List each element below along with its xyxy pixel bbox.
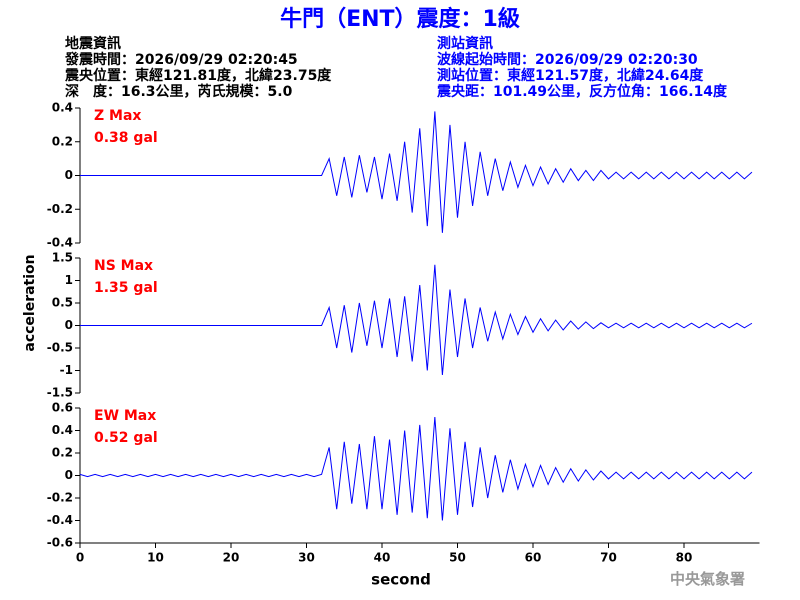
y-tick-label: 1.5 (52, 251, 73, 265)
x-tick-label: 30 (298, 551, 315, 565)
x-axis-label: second (371, 571, 431, 589)
x-tick-label: 10 (147, 551, 164, 565)
x-tick-label: 50 (449, 551, 466, 565)
info-left: 震央位置：東經121.81度，北緯23.75度 (64, 67, 332, 84)
y-tick-label: 0.2 (52, 134, 73, 148)
info-right: 測站位置：東經121.57度，北緯24.64度 (437, 67, 704, 84)
y-tick-label: 0.2 (52, 446, 73, 460)
y-tick-label: 0.4 (52, 101, 73, 115)
panel-label: NS Max (94, 258, 153, 274)
info-right: 波線起始時間：2026/09/29 02:20:30 (437, 51, 698, 68)
y-tick-label: 0.5 (52, 296, 73, 310)
y-tick-label: 0 (65, 168, 73, 182)
y-tick-label: 0.4 (52, 423, 73, 437)
title: 牛門（ENT）震度：1級 (280, 6, 520, 32)
panel-label: 1.35 gal (94, 280, 158, 296)
y-tick-label: -0.6 (47, 536, 73, 550)
x-tick-label: 20 (223, 551, 240, 565)
x-tick-label: 60 (525, 551, 542, 565)
panel-label: 0.52 gal (94, 430, 158, 446)
info-left: 深 度：16.3公里，芮氏規模：5.0 (65, 83, 293, 100)
waveform (80, 111, 753, 233)
panel-label: Z Max (94, 108, 141, 124)
y-tick-label: -0.4 (47, 513, 73, 527)
y-tick-label: -0.2 (47, 491, 73, 505)
info-left: 發震時間：2026/09/29 02:20:45 (64, 51, 298, 68)
y-tick-label: -1.5 (47, 386, 73, 400)
x-tick-label: 40 (374, 551, 391, 565)
watermark: 中央氣象署 (670, 570, 745, 588)
waveform (80, 264, 753, 376)
panel-label: 0.38 gal (94, 130, 158, 146)
panel-label: EW Max (94, 408, 156, 424)
y-tick-label: -0.5 (47, 341, 73, 355)
y-tick-label: 1 (65, 273, 73, 287)
x-tick-label: 80 (676, 551, 693, 565)
info-right: 震央距：101.49公里，反方位角：166.14度 (436, 83, 728, 100)
y-tick-label: -0.2 (47, 202, 73, 216)
x-tick-label: 70 (600, 551, 617, 565)
y-tick-label: 0 (65, 318, 73, 332)
y-axis-label: acceleration (22, 254, 38, 351)
y-tick-label: -1 (60, 363, 73, 377)
y-tick-label: 0 (65, 468, 73, 482)
y-tick-label: -0.4 (47, 236, 73, 250)
y-tick-label: 0.6 (52, 401, 73, 415)
x-tick-label: 0 (76, 551, 84, 565)
waveform (79, 416, 753, 521)
info-left: 地震資訊 (65, 35, 121, 52)
info-right: 測站資訊 (437, 35, 493, 52)
